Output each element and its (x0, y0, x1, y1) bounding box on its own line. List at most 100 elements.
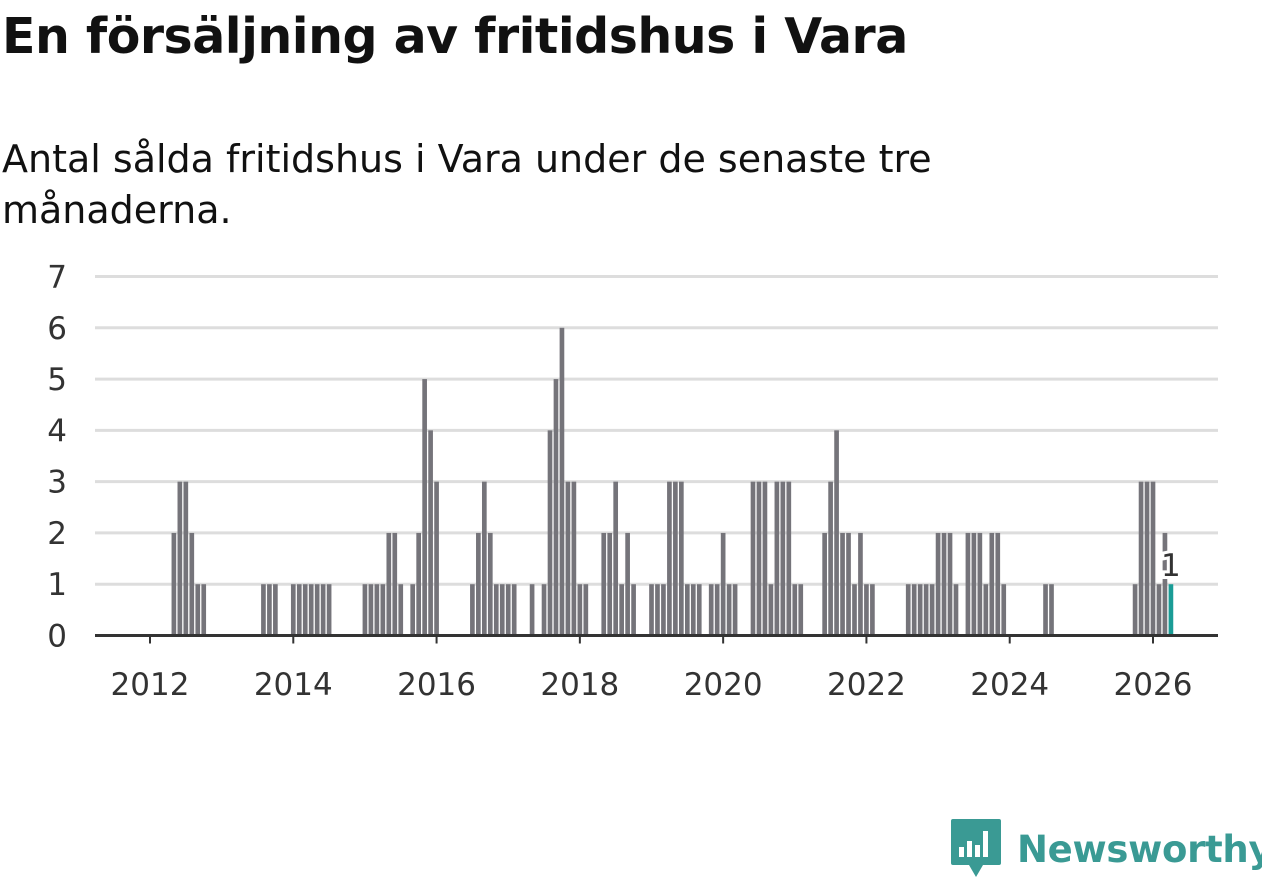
bar (511, 584, 517, 636)
bar (631, 584, 636, 636)
y-tick-label: 3 (47, 465, 67, 501)
gridlines (95, 275, 1218, 586)
bar (941, 532, 947, 636)
bar (858, 532, 863, 636)
y-tick-label: 6 (47, 311, 67, 347)
x-tick-label: 2024 (970, 667, 1049, 703)
bar (726, 584, 732, 636)
y-axis-tick-labels: 0 1 2 3 4 5 6 7 (47, 260, 67, 655)
bar (798, 584, 804, 636)
bar (1138, 481, 1144, 636)
bar (684, 584, 690, 636)
bar (416, 532, 421, 636)
x-tick-label: 2018 (540, 667, 619, 703)
bar (619, 584, 624, 636)
bar (977, 532, 983, 636)
bar (923, 584, 929, 636)
bar (362, 584, 368, 636)
bar (1150, 481, 1156, 636)
bar (834, 430, 839, 636)
bar (1156, 584, 1162, 636)
y-tick-label: 1 (47, 567, 67, 603)
bar (673, 481, 678, 636)
newsworthy-logo: Newsworthy (951, 818, 1262, 880)
bar (864, 584, 869, 636)
newsworthy-logo-icon (951, 819, 1001, 877)
bar (965, 532, 971, 636)
bar (1049, 584, 1054, 636)
bar (487, 532, 493, 636)
bar (296, 584, 302, 636)
x-tick-label: 2022 (827, 667, 906, 703)
bar (696, 584, 702, 636)
bar (374, 584, 380, 636)
bar (1144, 481, 1150, 636)
bar (714, 584, 720, 636)
bar (750, 481, 756, 636)
bar (601, 532, 607, 636)
x-tick-label: 2020 (684, 667, 763, 703)
bar (481, 481, 487, 636)
bar (995, 532, 1001, 636)
x-tick-label: 2014 (254, 667, 333, 703)
bar (655, 584, 660, 636)
bar (649, 584, 654, 636)
bar (553, 379, 559, 636)
bar (302, 584, 308, 636)
bar (786, 481, 792, 636)
bar (320, 584, 326, 636)
data-label: 1 (1161, 548, 1181, 584)
bar (470, 584, 475, 636)
bar (410, 584, 416, 636)
y-tick-label: 0 (47, 619, 67, 655)
brand-name: Newsworthy (1017, 827, 1262, 871)
bar (499, 584, 505, 636)
bar (290, 584, 296, 636)
bar (392, 532, 398, 636)
x-axis-tick-labels: 2012 2014 2016 2018 2020 2022 2024 2026 (111, 635, 1192, 703)
bar (541, 584, 547, 636)
bar (989, 532, 995, 636)
bar (547, 430, 553, 636)
bar (201, 584, 207, 636)
bar (571, 481, 577, 636)
bar (565, 481, 571, 636)
bar (386, 532, 392, 636)
bar (559, 327, 565, 636)
bar (935, 532, 941, 636)
bar (267, 584, 272, 636)
bar (905, 584, 911, 636)
bar (720, 532, 726, 636)
bar (177, 481, 183, 636)
bar (428, 430, 433, 636)
bar (577, 584, 583, 636)
bar (971, 532, 977, 636)
chart-title: En försäljning av fritidshus i Vara (2, 8, 908, 65)
bar (625, 532, 630, 636)
bar (768, 584, 774, 636)
bar (953, 584, 959, 636)
bar (983, 584, 989, 636)
bar (261, 584, 266, 636)
bar (189, 532, 195, 636)
bar (529, 584, 535, 636)
bar (583, 584, 589, 636)
bar (1162, 532, 1168, 636)
bar (774, 481, 780, 636)
bar (852, 584, 857, 636)
bar (870, 584, 875, 636)
bar (1043, 584, 1048, 636)
bar (762, 481, 768, 636)
bar (380, 584, 386, 636)
bar (929, 584, 935, 636)
bar (846, 532, 851, 636)
bar (828, 481, 833, 636)
y-tick-label: 2 (47, 516, 67, 552)
y-tick-label: 5 (47, 362, 67, 398)
bar (1132, 584, 1138, 636)
bar (690, 584, 696, 636)
bar (195, 584, 201, 636)
bar (422, 379, 427, 636)
x-tick-label: 2012 (111, 667, 190, 703)
